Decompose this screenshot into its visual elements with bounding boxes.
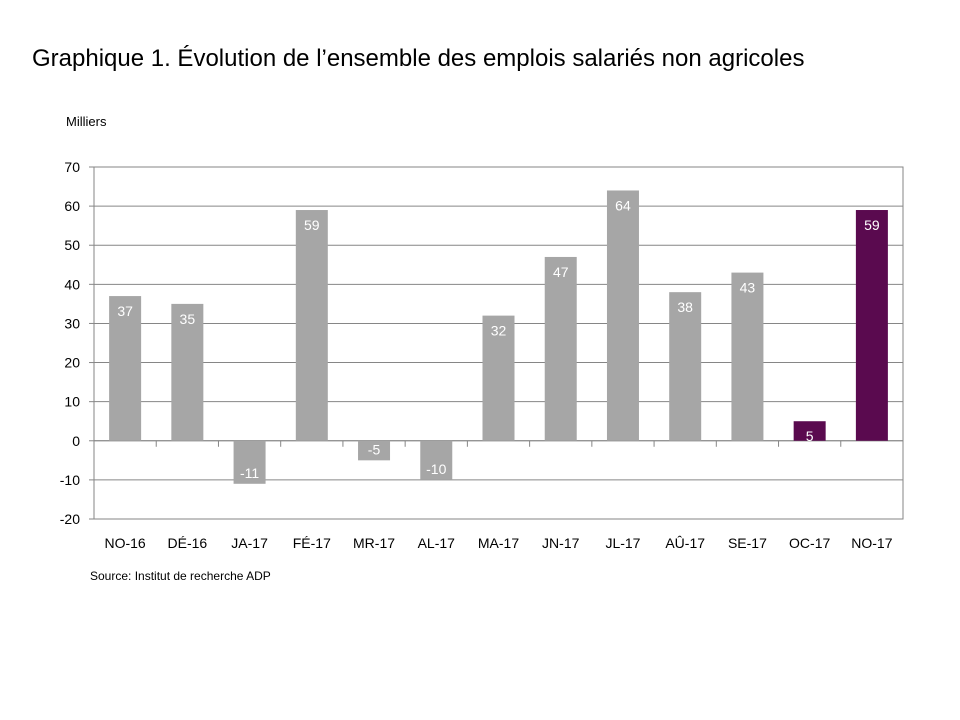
x-tick-label: MR-17 (353, 535, 395, 551)
axes: 70 60 50 40 30 20 10 0 -10 -20 NO-16 DÉ-16 JA-17 FÉ-1… (60, 159, 903, 551)
bar (793, 421, 826, 441)
y-tick-label: 40 (64, 276, 80, 292)
data-label: 64 (615, 197, 631, 213)
data-label: 47 (553, 264, 569, 280)
bar (171, 303, 204, 441)
y-tick-label: 10 (64, 394, 80, 410)
bar (855, 210, 888, 441)
data-label: 5 (806, 428, 814, 444)
y-tick-label: -10 (60, 472, 80, 488)
bar (420, 440, 453, 480)
data-label: 43 (740, 280, 756, 296)
y-tick-label: -20 (60, 511, 80, 527)
chart-title: Graphique 1. Évolution de l’ensemble des… (32, 45, 805, 72)
x-tick-label: AÛ-17 (665, 535, 705, 551)
x-tick-label: NO-17 (851, 535, 892, 551)
y-tick-label: 60 (64, 198, 80, 214)
bar (109, 296, 142, 441)
bar (295, 210, 328, 441)
bar (544, 256, 577, 441)
source-note: Source: Institut de recherche ADP (90, 569, 271, 583)
y-tick-label: 50 (64, 237, 80, 253)
x-tick-label: MA-17 (478, 535, 519, 551)
y-tick-label: 20 (64, 355, 80, 371)
x-tick-label: JL-17 (605, 535, 640, 551)
data-labels: 37 35 -11 59 -5 -10 32 47 64 38 43 5 59 (117, 197, 880, 480)
bar (482, 315, 515, 441)
data-label: -5 (368, 441, 381, 457)
data-label: 35 (180, 311, 196, 327)
y-tick-label: 0 (72, 433, 80, 449)
data-label: 59 (304, 217, 320, 233)
x-tick-label: DÉ-16 (168, 535, 208, 551)
bar (606, 190, 639, 441)
bar (233, 440, 266, 484)
bars (109, 190, 888, 484)
data-label: 32 (491, 323, 507, 339)
bar (358, 440, 391, 461)
bar (669, 292, 702, 441)
bar (731, 272, 764, 441)
y-axis-unit-label: Milliers (66, 114, 107, 129)
x-tick-label: JN-17 (542, 535, 580, 551)
y-tick-label: 30 (64, 315, 80, 331)
data-label: 37 (117, 303, 133, 319)
data-label: 59 (864, 217, 880, 233)
data-label: -11 (240, 465, 259, 481)
x-tick-label: OC-17 (789, 535, 830, 551)
x-tick-label: AL-17 (418, 535, 456, 551)
x-tick-label: SE-17 (728, 535, 767, 551)
y-tick-label: 70 (64, 159, 80, 175)
x-tick-label: JA-17 (231, 535, 268, 551)
x-tick-label: FÉ-17 (293, 535, 331, 551)
data-label: 38 (677, 299, 693, 315)
data-label: -10 (426, 461, 446, 477)
x-tick-label: NO-16 (104, 535, 145, 551)
